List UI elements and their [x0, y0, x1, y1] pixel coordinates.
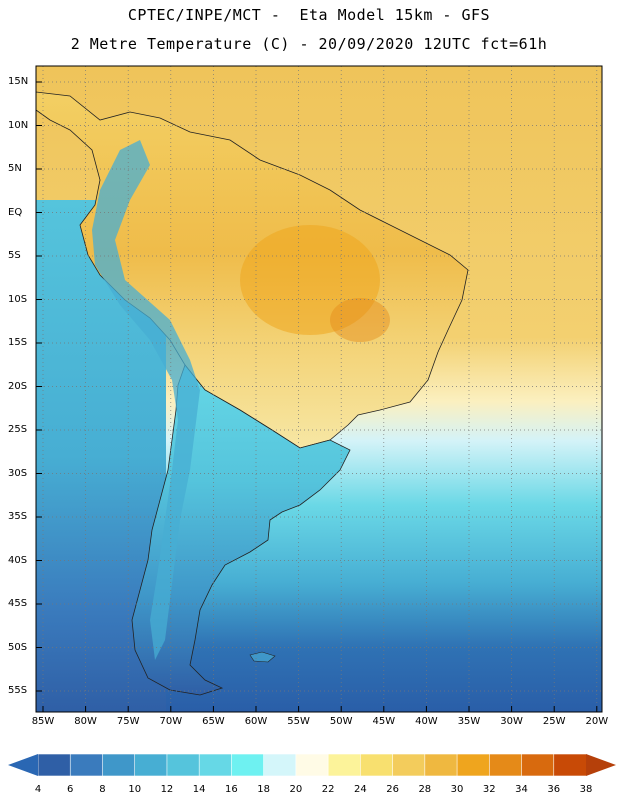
colorbar-label: 8 [99, 784, 106, 795]
hot-interior-2 [330, 298, 390, 342]
chart-title-line2: 2 Metre Temperature (C) - 20/09/2020 12U… [70, 35, 548, 53]
lat-label: 45S [8, 598, 28, 609]
colorbar-segment [37, 753, 72, 777]
colorbar-segment [295, 753, 329, 777]
colorbar-segment [327, 753, 362, 777]
colorbar-segment [166, 753, 200, 777]
colorbar-label: 24 [353, 784, 367, 795]
colorbar-segment [521, 753, 555, 777]
lon-label: 75W [116, 716, 140, 727]
colorbar-label: 28 [418, 784, 432, 795]
colorbar-label: 16 [225, 784, 238, 795]
lon-label: 70W [159, 716, 183, 727]
colorbar-segment [263, 753, 297, 777]
chart-title-line1: CPTEC/INPE/MCT - Eta Model 15km - GFS [127, 6, 491, 24]
andes-mountains [92, 140, 200, 660]
colorbar-label: 36 [547, 784, 561, 795]
lat-label: 10N [8, 119, 29, 131]
grid-lines [36, 66, 602, 712]
lon-label: 55W [287, 716, 310, 727]
lon-label: 80W [74, 716, 97, 727]
colorbar-label: 14 [192, 784, 206, 795]
lat-label: 5S [8, 250, 21, 261]
lon-label: 20W [585, 716, 609, 727]
lat-label: 10S [8, 293, 28, 305]
lat-label: EQ [8, 206, 23, 218]
colorbar-label: 32 [482, 784, 496, 795]
lat-label: 25S [8, 424, 28, 435]
lat-label: 35S [8, 511, 28, 522]
lon-label: 40W [415, 716, 438, 727]
lon-label: 45W [372, 716, 396, 727]
lon-label: 85W [31, 716, 55, 727]
lat-label: 30S [8, 467, 28, 479]
colorbar-segment [102, 753, 136, 777]
colorbar-label: 4 [34, 784, 42, 795]
colorbar-label: 26 [386, 784, 399, 795]
lon-label: 60W [244, 716, 268, 727]
map-frame [35, 65, 603, 713]
colorbar-label: 18 [257, 784, 270, 795]
colorbar-segment [392, 753, 426, 777]
colorbar [8, 753, 616, 777]
lat-label: 50S [8, 641, 28, 653]
colorbar-label: 38 [579, 784, 593, 795]
hot-interior [240, 225, 380, 335]
colorbar-label: 20 [289, 784, 303, 795]
lon-label: 25W [542, 716, 566, 727]
colorbar-segment [488, 753, 523, 777]
colorbar-label: 34 [515, 784, 528, 795]
lon-label: 65W [202, 716, 225, 727]
colorbar-segment [553, 753, 587, 777]
lon-label: 30W [500, 716, 523, 727]
colorbar-segment [231, 753, 265, 777]
lat-label: 15S [8, 337, 28, 348]
colorbar-label: 12 [160, 784, 174, 795]
colorbar-low-arrow [8, 754, 38, 776]
lon-label: 50W [329, 716, 353, 727]
colorbar-segment [456, 753, 491, 777]
lat-label: 55S [8, 685, 28, 696]
colorbar-label: 10 [128, 784, 142, 795]
lat-label: 40S [8, 554, 28, 566]
colorbar-label: 6 [67, 784, 74, 795]
lat-label: 5N [8, 163, 22, 174]
lat-label: 20S [8, 380, 28, 392]
colorbar-segment [134, 753, 168, 777]
colorbar-segment [360, 753, 394, 777]
colorbar-label: 30 [450, 784, 464, 795]
colorbar-label: 22 [321, 784, 335, 795]
lon-label: 35W [457, 716, 481, 727]
colorbar-segment [424, 753, 458, 777]
colorbar-segment [69, 753, 104, 777]
colorbar-segment [198, 753, 233, 777]
lat-label: 15N [8, 76, 29, 87]
colorbar-high-arrow [586, 754, 616, 776]
